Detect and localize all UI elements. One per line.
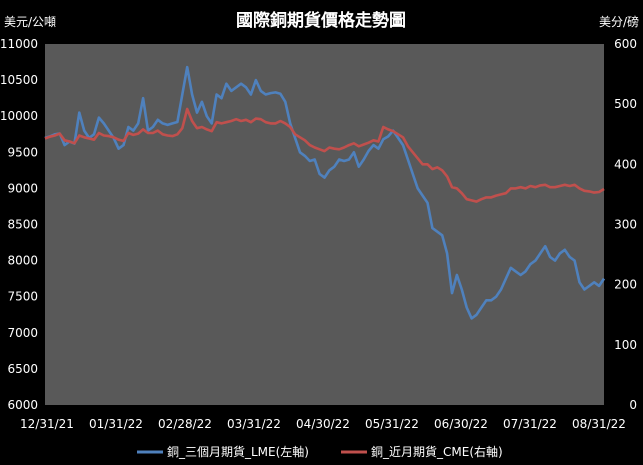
x-tick-label: 08/31/22 (572, 417, 626, 431)
left-tick-label: 8000 (7, 254, 38, 268)
legend-label-1: 銅_三個月期貨_LME(左軸) (167, 444, 309, 459)
legend: 銅_三個月期貨_LME(左軸) 銅_近月期貨_CME(右軸) (137, 444, 503, 459)
plot-area (45, 44, 604, 405)
right-tick-label: 600 (614, 37, 637, 51)
x-tick-label: 04/30/22 (296, 417, 350, 431)
right-tick-label: 500 (614, 97, 637, 111)
x-tick-label: 06/30/22 (434, 417, 488, 431)
left-tick-label: 7000 (7, 326, 38, 340)
right-axis-ticks: 0 100 200 300 400 500 600 (614, 37, 637, 412)
left-tick-label: 10000 (0, 109, 38, 123)
left-tick-label: 6000 (7, 398, 38, 412)
x-tick-label: 05/31/22 (365, 417, 419, 431)
right-tick-label: 400 (614, 157, 637, 171)
chart-title: 國際銅期貨價格走勢圖 (236, 10, 406, 31)
left-tick-label: 7500 (7, 290, 38, 304)
left-tick-label: 9500 (7, 145, 38, 159)
series-line-1 (44, 65, 606, 320)
right-tick-label: 0 (629, 398, 637, 412)
left-axis-ticks: 6000 6500 7000 7500 8000 8500 9000 9500 10000 105… (0, 37, 38, 412)
x-axis-ticks: 12/31/21 01/31/22 02/28/22 03/31/22 04/30/22… (20, 417, 626, 431)
left-tick-label: 8500 (7, 218, 38, 232)
legend-label-2: 銅_近月期貨_CME(右軸) (371, 444, 503, 459)
x-tick-label: 02/28/22 (158, 417, 212, 431)
left-tick-label: 9000 (7, 181, 38, 195)
right-tick-label: 200 (614, 278, 637, 292)
series-line-2 (44, 107, 605, 203)
left-tick-label: 10500 (0, 73, 38, 87)
series-lines (44, 65, 606, 320)
right-tick-label: 100 (614, 338, 637, 352)
right-axis-unit: 美分/磅 (599, 14, 639, 29)
x-tick-label: 07/31/22 (503, 417, 557, 431)
left-axis-unit: 美元/公噸 (4, 15, 56, 29)
right-tick-label: 300 (614, 218, 637, 232)
x-tick-label: 03/31/22 (227, 417, 281, 431)
left-tick-label: 11000 (0, 37, 38, 51)
x-tick-label: 12/31/21 (20, 417, 74, 431)
x-tick-label: 01/31/22 (89, 417, 143, 431)
left-tick-label: 6500 (7, 362, 38, 376)
